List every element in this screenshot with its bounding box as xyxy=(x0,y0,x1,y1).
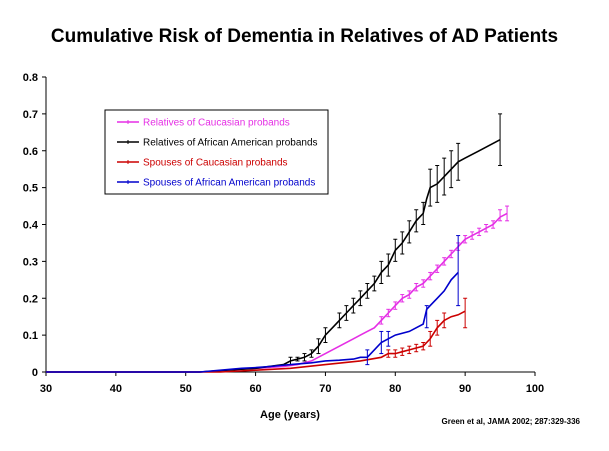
legend-label: Relatives of Caucasian probands xyxy=(143,118,290,129)
legend-label: Spouses of Caucasian probands xyxy=(143,158,288,169)
series-line xyxy=(46,310,466,373)
x-tick-label: 100 xyxy=(526,383,544,395)
y-tick-label: 0.7 xyxy=(23,109,38,121)
source-citation: Green et al, JAMA 2002; 287:329-336 xyxy=(442,417,581,426)
y-tick-label: 0.8 xyxy=(23,72,38,84)
y-tick-label: 0.5 xyxy=(23,183,38,195)
x-tick-label: 70 xyxy=(319,383,331,395)
legend-label: Spouses of African American probands xyxy=(143,178,315,189)
x-tick-label: 80 xyxy=(389,383,401,395)
series-layer xyxy=(46,113,510,373)
y-tick-label: 0.1 xyxy=(23,330,38,342)
legend-box xyxy=(104,109,329,195)
x-tick-label: 90 xyxy=(459,383,471,395)
legend: Relatives of Caucasian probands Relatives… xyxy=(104,109,329,195)
x-tick-label: 40 xyxy=(110,383,122,395)
y-tick-label: 0 xyxy=(32,367,38,379)
axes: 0 0.1 0.2 0.3 0.4 0.5 0.6 0.7 0.8 30 40 50 60 70 80 90 1… xyxy=(23,72,544,395)
x-tick-label: 50 xyxy=(180,383,192,395)
y-tick-label: 0.2 xyxy=(23,293,38,305)
chart-title: Cumulative Risk of Dementia in Relatives… xyxy=(50,26,559,47)
series-line xyxy=(46,212,508,373)
y-tick-label: 0.4 xyxy=(23,220,39,232)
y-tick-label: 0.3 xyxy=(23,256,38,268)
x-tick-label: 30 xyxy=(40,383,52,395)
y-tick-label: 0.6 xyxy=(23,146,38,158)
legend-label: Relatives of African American probands xyxy=(143,138,318,149)
x-tick-label: 60 xyxy=(249,383,261,395)
x-axis-label: Age (years) xyxy=(260,409,320,421)
